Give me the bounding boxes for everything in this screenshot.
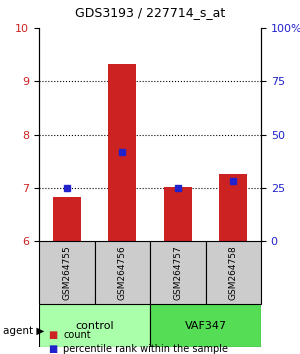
Text: GSM264755: GSM264755 <box>62 245 71 300</box>
Text: ■: ■ <box>48 344 57 354</box>
Bar <box>164 187 192 241</box>
Text: GDS3193 / 227714_s_at: GDS3193 / 227714_s_at <box>75 6 225 19</box>
Text: agent ▶: agent ▶ <box>3 326 44 336</box>
FancyBboxPatch shape <box>150 241 206 304</box>
Bar <box>219 174 247 241</box>
Bar <box>53 197 81 241</box>
Bar <box>108 64 136 241</box>
FancyBboxPatch shape <box>39 241 94 304</box>
Text: control: control <box>75 321 114 331</box>
Text: GSM264758: GSM264758 <box>229 245 238 300</box>
Text: ■: ■ <box>48 330 57 340</box>
FancyBboxPatch shape <box>206 241 261 304</box>
FancyBboxPatch shape <box>94 241 150 304</box>
Text: percentile rank within the sample: percentile rank within the sample <box>63 344 228 354</box>
Text: count: count <box>63 330 91 340</box>
FancyBboxPatch shape <box>39 304 150 347</box>
Text: VAF347: VAF347 <box>184 321 226 331</box>
Text: GSM264756: GSM264756 <box>118 245 127 300</box>
Text: GSM264757: GSM264757 <box>173 245 182 300</box>
FancyBboxPatch shape <box>150 304 261 347</box>
